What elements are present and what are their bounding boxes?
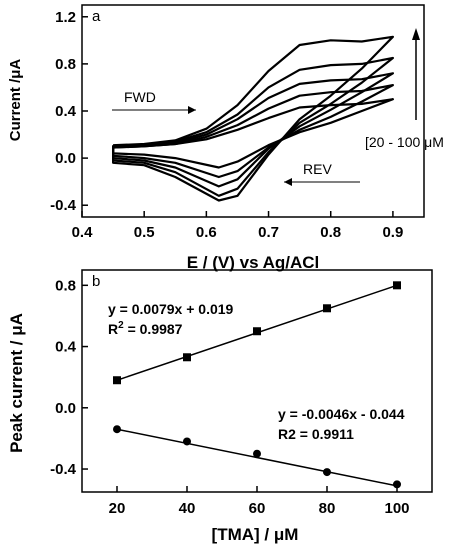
panel-a-x-tick-label: 0.7 [258,224,279,241]
data-point-circle [113,425,121,434]
cv-curve-1 [111,98,394,169]
data-point-square [323,304,331,313]
data-point-square [253,327,261,336]
panel-a-y-ticks: -0.4 0.0 0.4 0.8 1.2 [50,9,88,214]
panel-a-x-tick-label: 0.8 [320,224,341,241]
panel-a-x-tick-label: 0.9 [382,224,403,241]
panel-b-y-tick-label: 0.0 [55,400,76,417]
panel-a-y-axis-title: Current /μA [7,59,24,142]
panel-a-x-ticks: 0.4 0.5 0.6 0.7 0.8 0.9 [72,211,403,241]
data-point-square [183,353,191,362]
data-point-square [113,376,121,385]
panel-b-series [113,281,401,489]
panel-a-y-tick-label: 1.2 [55,9,76,26]
panel-b-label: b [92,273,100,290]
panel-a-x-tick-label: 0.4 [72,224,94,241]
panel-b-x-tick-label: 20 [109,500,126,517]
fit-r2-upper: R2 = 0.9987 [108,320,183,337]
panel-a-y-tick-label: -0.4 [50,197,77,214]
panel-b-x-ticks: 20 40 60 80 100 [109,486,410,517]
panel-b-x-tick-label: 80 [319,500,336,517]
panel-a-y-tick-label: 0.8 [55,56,76,73]
fit-equation-lower: y = -0.0046x - 0.044 [278,406,405,422]
panel-a-frame [81,4,425,218]
panel-a-x-tick-label: 0.5 [134,224,155,241]
panel-b-x-tick-label: 100 [384,500,409,517]
fwd-label: FWD [124,89,156,105]
data-point-square [393,281,401,290]
range-label: [20 - 100 μM [365,134,444,150]
panel-b-y-tick-label: 0.8 [55,277,76,294]
panel-a-y-tick-label: 0.4 [55,103,77,120]
panel-b-y-ticks: -0.4 0.0 0.4 0.8 [50,277,88,478]
data-point-circle [253,449,261,458]
panel-a-curves [111,35,394,202]
panel-b-y-axis-title: Peak current / μA [7,313,26,453]
cv-curve-4 [111,56,394,197]
panel-b-y-tick-label: -0.4 [50,461,77,478]
fwd-arrow-head [188,106,196,114]
panel-a-y-tick-label: 0.0 [55,150,76,167]
fit-equation-upper: y = 0.0079x + 0.019 [108,301,234,317]
data-point-circle [183,437,191,446]
panel-a-label: a [92,8,101,25]
panel-a: a 0.4 0.5 0.6 0.7 0.8 0.9 -0.4 0.0 0.4 0.8 1.2 E … [7,4,444,272]
panel-a-x-tick-label: 0.6 [196,224,217,241]
rev-label: REV [303,161,332,177]
cv-curve-5 [111,35,394,202]
panel-b-x-tick-label: 40 [179,500,196,517]
panel-a-x-axis-title: E / (V) vs Ag/ACl [187,253,320,272]
fit-r2-lower: R2 = 0.9911 [278,426,354,442]
cv-curve-2 [111,83,394,179]
rev-arrow-head [284,178,292,186]
panel-b-x-axis-title: [TMA] / μM [212,525,299,544]
data-point-circle [323,468,331,477]
fit-r2-upper-sup: 2 [118,320,124,331]
increase-arrow-head [412,28,420,40]
panel-b-y-tick-label: 0.4 [55,339,77,356]
fit-r2-upper-prefix: R [108,321,118,337]
cv-curve-3 [111,72,394,188]
data-point-circle [393,480,401,489]
panel-b-x-tick-label: 60 [249,500,266,517]
fit-r2-upper-value: = 0.9987 [124,321,183,337]
panel-b: b 20 40 60 80 100 -0.4 0.0 0.4 0.8 [TMA] / μM P… [7,269,433,544]
